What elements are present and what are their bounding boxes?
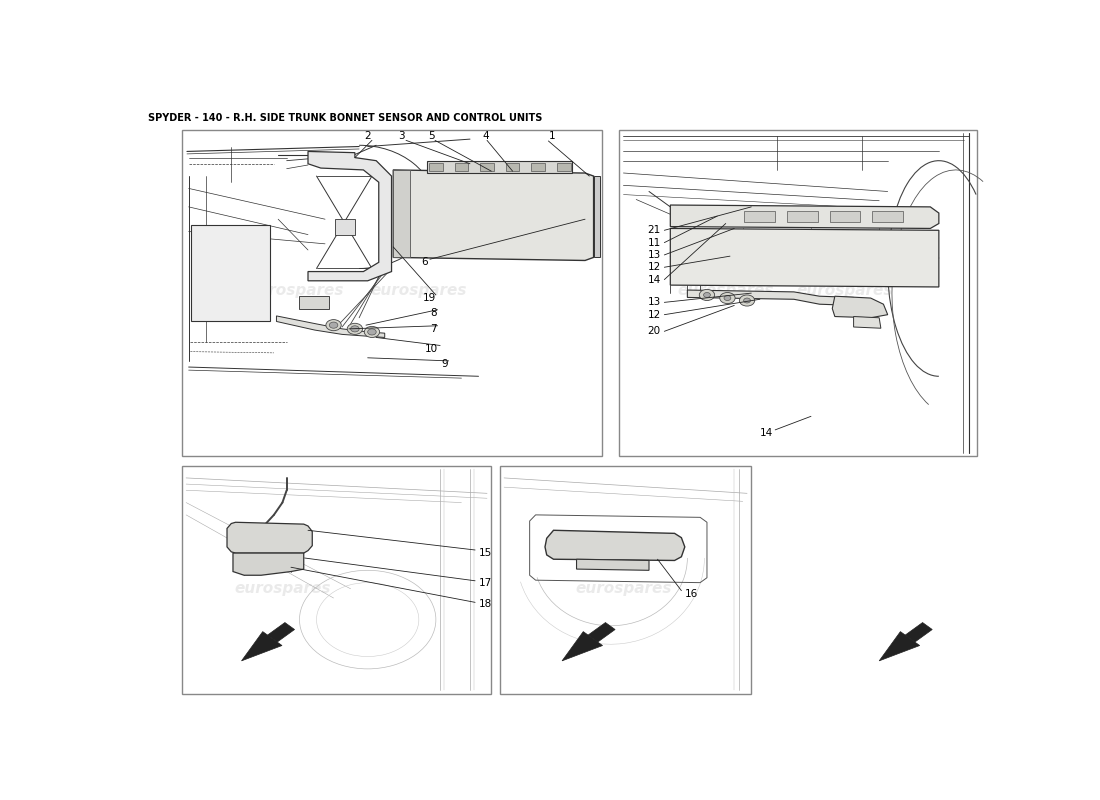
Bar xyxy=(336,219,355,234)
Circle shape xyxy=(744,298,750,303)
Text: 19: 19 xyxy=(422,293,436,303)
Circle shape xyxy=(700,290,715,301)
Text: 6: 6 xyxy=(421,258,428,267)
Circle shape xyxy=(719,293,735,303)
Bar xyxy=(182,466,492,694)
Text: 12: 12 xyxy=(648,262,661,272)
Polygon shape xyxy=(308,151,392,281)
Text: 16: 16 xyxy=(685,589,698,598)
Text: 8: 8 xyxy=(430,308,437,318)
Polygon shape xyxy=(670,205,938,229)
Text: 14: 14 xyxy=(760,428,773,438)
Circle shape xyxy=(367,329,376,335)
Text: 15: 15 xyxy=(478,548,492,558)
Circle shape xyxy=(364,326,380,338)
Circle shape xyxy=(329,322,338,328)
Bar xyxy=(619,130,977,456)
Text: 14: 14 xyxy=(648,274,661,285)
Bar xyxy=(429,162,442,171)
Text: 2: 2 xyxy=(364,131,371,141)
Text: 3: 3 xyxy=(398,131,405,141)
Polygon shape xyxy=(594,176,600,258)
Bar xyxy=(299,296,329,309)
Text: 21: 21 xyxy=(648,226,661,235)
Bar xyxy=(454,162,469,171)
Bar xyxy=(182,130,602,456)
Text: 1: 1 xyxy=(549,131,556,141)
Polygon shape xyxy=(544,530,685,561)
Polygon shape xyxy=(879,632,920,661)
Text: eurospares: eurospares xyxy=(248,282,343,298)
Bar xyxy=(745,211,776,222)
Bar xyxy=(829,211,860,222)
Bar xyxy=(788,211,817,222)
Polygon shape xyxy=(242,632,282,661)
Text: 10: 10 xyxy=(425,343,438,354)
Polygon shape xyxy=(833,296,888,318)
Polygon shape xyxy=(191,226,270,321)
Polygon shape xyxy=(227,522,312,553)
Bar xyxy=(427,161,572,173)
Text: 17: 17 xyxy=(478,578,492,588)
Polygon shape xyxy=(576,559,649,570)
Polygon shape xyxy=(276,316,385,338)
Bar xyxy=(531,162,544,171)
Text: 20: 20 xyxy=(648,326,661,336)
Polygon shape xyxy=(394,170,594,261)
Polygon shape xyxy=(233,553,304,575)
Polygon shape xyxy=(267,622,295,642)
Circle shape xyxy=(348,323,363,334)
Text: 5: 5 xyxy=(428,131,435,141)
Bar xyxy=(872,211,903,222)
Bar xyxy=(557,162,571,171)
Circle shape xyxy=(739,295,755,306)
Text: eurospares: eurospares xyxy=(575,582,672,596)
Circle shape xyxy=(242,560,254,569)
Text: 4: 4 xyxy=(482,131,488,141)
Text: 12: 12 xyxy=(648,310,661,320)
Text: eurospares: eurospares xyxy=(371,282,468,298)
Text: 13: 13 xyxy=(648,250,661,260)
Bar xyxy=(499,466,751,694)
Polygon shape xyxy=(588,622,615,642)
Bar xyxy=(506,162,519,171)
Circle shape xyxy=(326,320,341,330)
Text: 13: 13 xyxy=(648,298,661,307)
Circle shape xyxy=(704,293,711,298)
Bar xyxy=(394,170,410,258)
Text: 9: 9 xyxy=(441,359,448,369)
Bar xyxy=(481,162,494,171)
Text: 11: 11 xyxy=(648,238,661,248)
Text: SPYDER - 140 - R.H. SIDE TRUNK BONNET SENSOR AND CONTROL UNITS: SPYDER - 140 - R.H. SIDE TRUNK BONNET SE… xyxy=(147,114,542,123)
Polygon shape xyxy=(854,317,881,328)
Circle shape xyxy=(351,326,359,332)
Text: eurospares: eurospares xyxy=(234,582,331,596)
Polygon shape xyxy=(688,290,854,306)
Polygon shape xyxy=(905,622,932,642)
Polygon shape xyxy=(670,229,938,287)
Text: 18: 18 xyxy=(478,599,492,610)
Circle shape xyxy=(724,295,730,301)
Text: eurospares: eurospares xyxy=(796,282,893,298)
Circle shape xyxy=(280,560,293,569)
Text: 7: 7 xyxy=(430,324,437,334)
Polygon shape xyxy=(562,632,603,661)
Text: eurospares: eurospares xyxy=(678,282,774,298)
